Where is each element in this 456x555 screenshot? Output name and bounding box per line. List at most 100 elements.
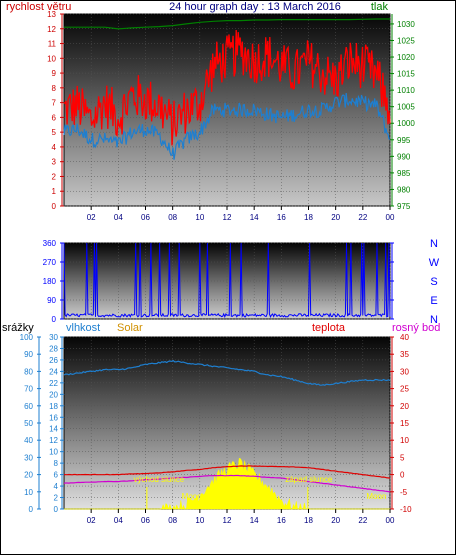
y-tick-label: 180 (43, 277, 57, 286)
humidity-tick-label: 6 (54, 471, 59, 480)
y2-tick-label: 1000 (397, 119, 415, 128)
humidity-tick-label: 26 (49, 356, 58, 365)
x-tick-label: 04 (114, 213, 123, 222)
y-tick-label: 2 (52, 172, 57, 181)
rain-tick-label: 90 (24, 350, 33, 359)
x-tick-label: 08 (168, 516, 177, 525)
y2-tick-label: 980 (397, 185, 411, 194)
humidity-tick-label: 30 (49, 333, 58, 342)
x-tick-label: 06 (141, 516, 150, 525)
x-tick-label: 18 (304, 516, 313, 525)
y2-tick-label: 1015 (397, 70, 415, 79)
y2-tick-label: 1010 (397, 86, 415, 95)
temp-tick-label: 15 (400, 419, 409, 428)
y2-tick-label: 1025 (397, 36, 415, 45)
y2-tick-label: 975 (397, 202, 411, 211)
compass-label: N (430, 238, 438, 250)
rain-tick-label: 30 (24, 453, 33, 462)
x-tick-label: 00 (386, 516, 395, 525)
rain-tick-label: 0 (29, 505, 34, 514)
y-tick-label: 6 (52, 113, 57, 122)
compass-label: E (430, 295, 437, 307)
x-tick-label: 22 (358, 516, 367, 525)
compass-label: N (430, 314, 438, 326)
y-tick-label: 360 (43, 239, 57, 248)
humidity-tick-label: 20 (49, 390, 58, 399)
temp-tick-label: 10 (400, 436, 409, 445)
y2-tick-label: 1020 (397, 53, 415, 62)
rain-tick-label: 20 (24, 471, 33, 480)
rain-tick-label: 70 (24, 385, 33, 394)
temp-tick-label: 0 (400, 471, 405, 480)
sun-moon-annotations: východ slunce západ slunce Moon Moon (134, 475, 386, 509)
temp-x-axis: 02 04 06 08 10 12 14 16 18 20 22 00 (87, 509, 395, 525)
humidity-tick-label: 18 (49, 402, 58, 411)
y2-tick-label: 1005 (397, 103, 415, 112)
humidity-tick-label: 22 (49, 379, 58, 388)
rain-tick-label: 40 (24, 436, 33, 445)
sunset-label: západ slunce (285, 475, 333, 484)
y-tick-label: 0 (52, 315, 57, 324)
temperature-line (63, 465, 391, 479)
wind-speed-line (63, 92, 391, 160)
humidity-tick-label: 4 (54, 482, 59, 491)
rain-tick-label: 50 (24, 419, 33, 428)
humidity-tick-label: 8 (54, 459, 59, 468)
wind-grid (64, 13, 391, 207)
humidity-tick-label: 12 (49, 436, 58, 445)
y-tick-label: 90 (47, 296, 56, 305)
y-tick-label: 8 (52, 84, 57, 93)
moonset-label: Moon (366, 492, 386, 501)
legend-label: teplota (312, 322, 346, 334)
humidity-tick-label: 0 (54, 505, 59, 514)
rain-tick-label: 100 (20, 333, 34, 342)
wind-direction-line (63, 242, 391, 319)
y-tick-label: 3 (52, 158, 57, 167)
legend-label: Solar (117, 322, 143, 334)
humidity-tick-label: 16 (49, 413, 58, 422)
y-tick-label: 4 (52, 143, 57, 152)
x-tick-label: 16 (277, 516, 286, 525)
rain-tick-label: 60 (24, 402, 33, 411)
x-tick-label: 14 (250, 516, 259, 525)
y2-tick-label: 995 (397, 136, 411, 145)
wind-x-axis: 02 04 06 08 10 12 14 16 18 20 22 00 (87, 206, 395, 222)
dewpoint-line (63, 474, 391, 493)
x-tick-label: 04 (114, 516, 123, 525)
direction-series (63, 242, 391, 319)
y2-tick-label: 990 (397, 152, 411, 161)
temp-tick-label: -5 (400, 488, 408, 497)
humidity-tick-label: 28 (49, 344, 58, 353)
compass-label: W (429, 257, 440, 269)
temp-tick-label: 20 (400, 402, 409, 411)
y-tick-label: 9 (52, 69, 57, 78)
y-tick-label: 13 (47, 10, 56, 19)
temp-tick-label: 35 (400, 350, 409, 359)
y-tick-label: 11 (48, 40, 57, 49)
bottom-header: srážky vlhkost Solar teplota rosný bod (2, 322, 440, 334)
temp-tick-label: 40 (400, 333, 409, 342)
x-tick-label: 00 (386, 213, 395, 222)
x-tick-label: 10 (195, 213, 204, 222)
direction-y-axis: 0 90 180 270 360 (43, 239, 64, 324)
pressure-line (64, 18, 390, 30)
pressure-axis-label: tlak (371, 1, 389, 13)
y-tick-label: 10 (47, 54, 56, 63)
direction-grid (64, 242, 391, 320)
temperature-y-axis: -10 -5 0 5 10 15 20 25 30 35 40 (390, 333, 412, 514)
temp-tick-label: -10 (400, 505, 412, 514)
y-tick-label: 12 (47, 25, 56, 34)
wind-gust-line (63, 29, 391, 146)
x-tick-label: 02 (87, 213, 96, 222)
humidity-tick-label: 2 (54, 494, 59, 503)
wind-series (63, 18, 391, 160)
x-tick-label: 02 (87, 516, 96, 525)
x-tick-label: 06 (141, 213, 150, 222)
x-tick-label: 20 (331, 213, 340, 222)
humidity-tick-label: 14 (49, 425, 58, 434)
y2-tick-label: 985 (397, 169, 411, 178)
